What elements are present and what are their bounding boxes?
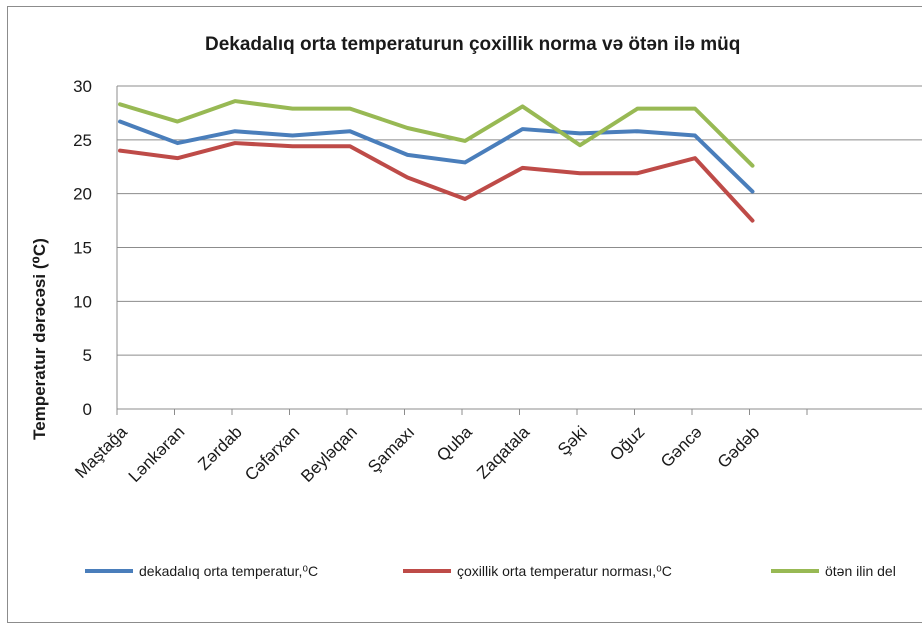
series-line-1 [118, 119, 755, 194]
series-lines [118, 99, 755, 223]
gridlines [117, 85, 922, 356]
legend-label-3: ötən ilin del [825, 563, 896, 579]
y-tick-label: 15 [73, 239, 92, 258]
y-tick-label: 0 [83, 400, 92, 419]
y-tick-labels: 0 5 10 15 20 25 30 [73, 77, 92, 419]
x-tick-label: Maştağa [71, 422, 131, 482]
x-tick-label: Zərdab [194, 422, 246, 474]
x-tick-label: Cəfərxan [241, 422, 303, 484]
y-tick-label: 10 [73, 292, 92, 311]
y-axis-label: Temperatur dərəcəsi (⁰C) [30, 238, 49, 440]
series-line-3 [118, 99, 755, 168]
chart-frame [7, 6, 922, 623]
legend-label-1: dekadalıq orta temperatur,⁰C [139, 563, 318, 579]
x-tick-label: Gədəb [714, 422, 764, 472]
x-tick-label: Gəncə [657, 422, 706, 471]
legend-label-2: çoxillik orta temperatur norması,⁰C [457, 563, 672, 579]
x-tick-label: Şamaxı [364, 422, 418, 476]
series-line-2 [118, 141, 755, 223]
x-tick-label: Şəki [554, 422, 591, 459]
x-tick-label: Quba [433, 422, 476, 465]
x-axis [116, 86, 922, 415]
x-tick-label: Lənkəran [125, 422, 189, 486]
chart-title: Dekadalıq orta temperaturun çoxillik nor… [205, 34, 740, 55]
y-tick-label: 20 [73, 185, 92, 204]
legend: dekadalıq orta temperatur,⁰C çoxillik ort… [85, 563, 896, 579]
x-tick-label: Zaqatala [473, 422, 534, 483]
x-tick-label: Beyləqan [297, 422, 361, 486]
y-tick-label: 5 [83, 346, 92, 365]
y-tick-label: 25 [73, 131, 92, 150]
x-tick-label: Oğuz [606, 422, 648, 464]
y-tick-label: 30 [73, 77, 92, 96]
